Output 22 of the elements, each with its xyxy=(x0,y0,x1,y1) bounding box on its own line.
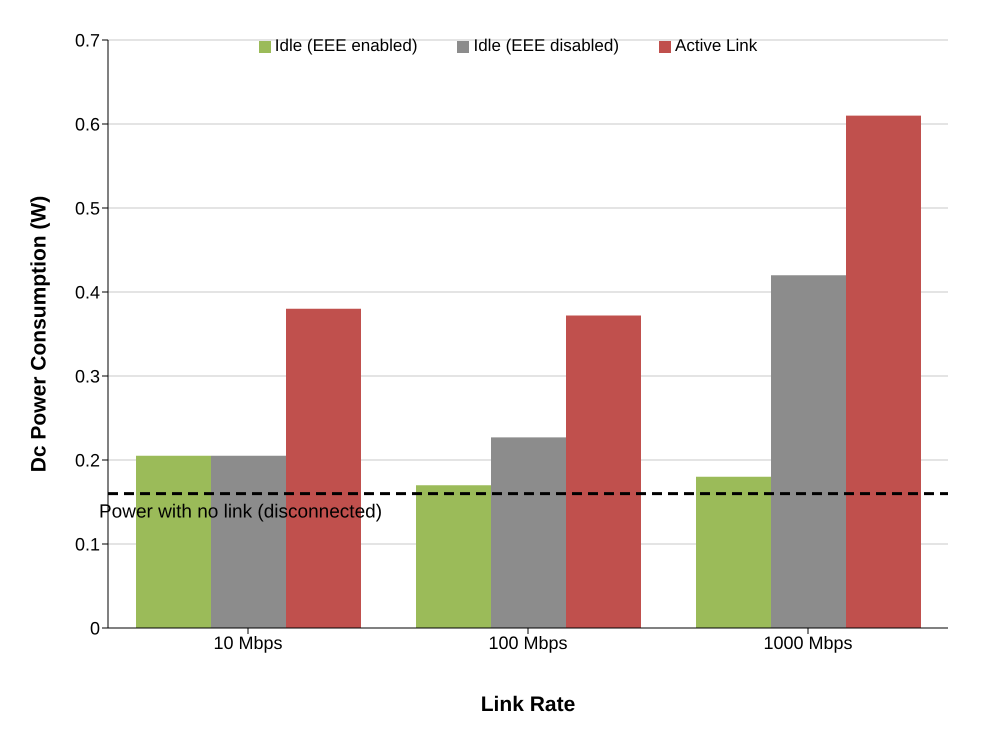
bar xyxy=(771,275,846,628)
x-tick-label: 100 Mbps xyxy=(488,632,568,653)
legend-label: Idle (EEE enabled) xyxy=(274,36,418,55)
legend-label: Idle (EEE disabled) xyxy=(473,36,620,55)
bar xyxy=(566,316,641,628)
x-tick-label: 10 Mbps xyxy=(213,632,283,653)
y-tick-label: 0.2 xyxy=(74,450,100,470)
bar xyxy=(491,437,566,628)
y-tick-label: 0.1 xyxy=(74,534,100,554)
x-axis-title: Link Rate xyxy=(480,692,576,716)
bar xyxy=(846,116,921,628)
y-tick-label: 0.3 xyxy=(74,366,100,386)
y-tick-label: 0.6 xyxy=(74,114,100,134)
bar xyxy=(696,476,771,628)
y-axis-title: Dc Power Consumption (W) xyxy=(27,196,50,472)
x-tick-label: 1000 Mbps xyxy=(763,632,853,653)
legend-label: Active Link xyxy=(675,36,758,55)
y-tick-label: 0.4 xyxy=(74,282,100,302)
y-tick-label: 0 xyxy=(90,618,100,638)
bar xyxy=(416,485,491,628)
y-tick-label: 0.5 xyxy=(74,198,100,218)
y-tick-label: 0.7 xyxy=(74,30,100,50)
